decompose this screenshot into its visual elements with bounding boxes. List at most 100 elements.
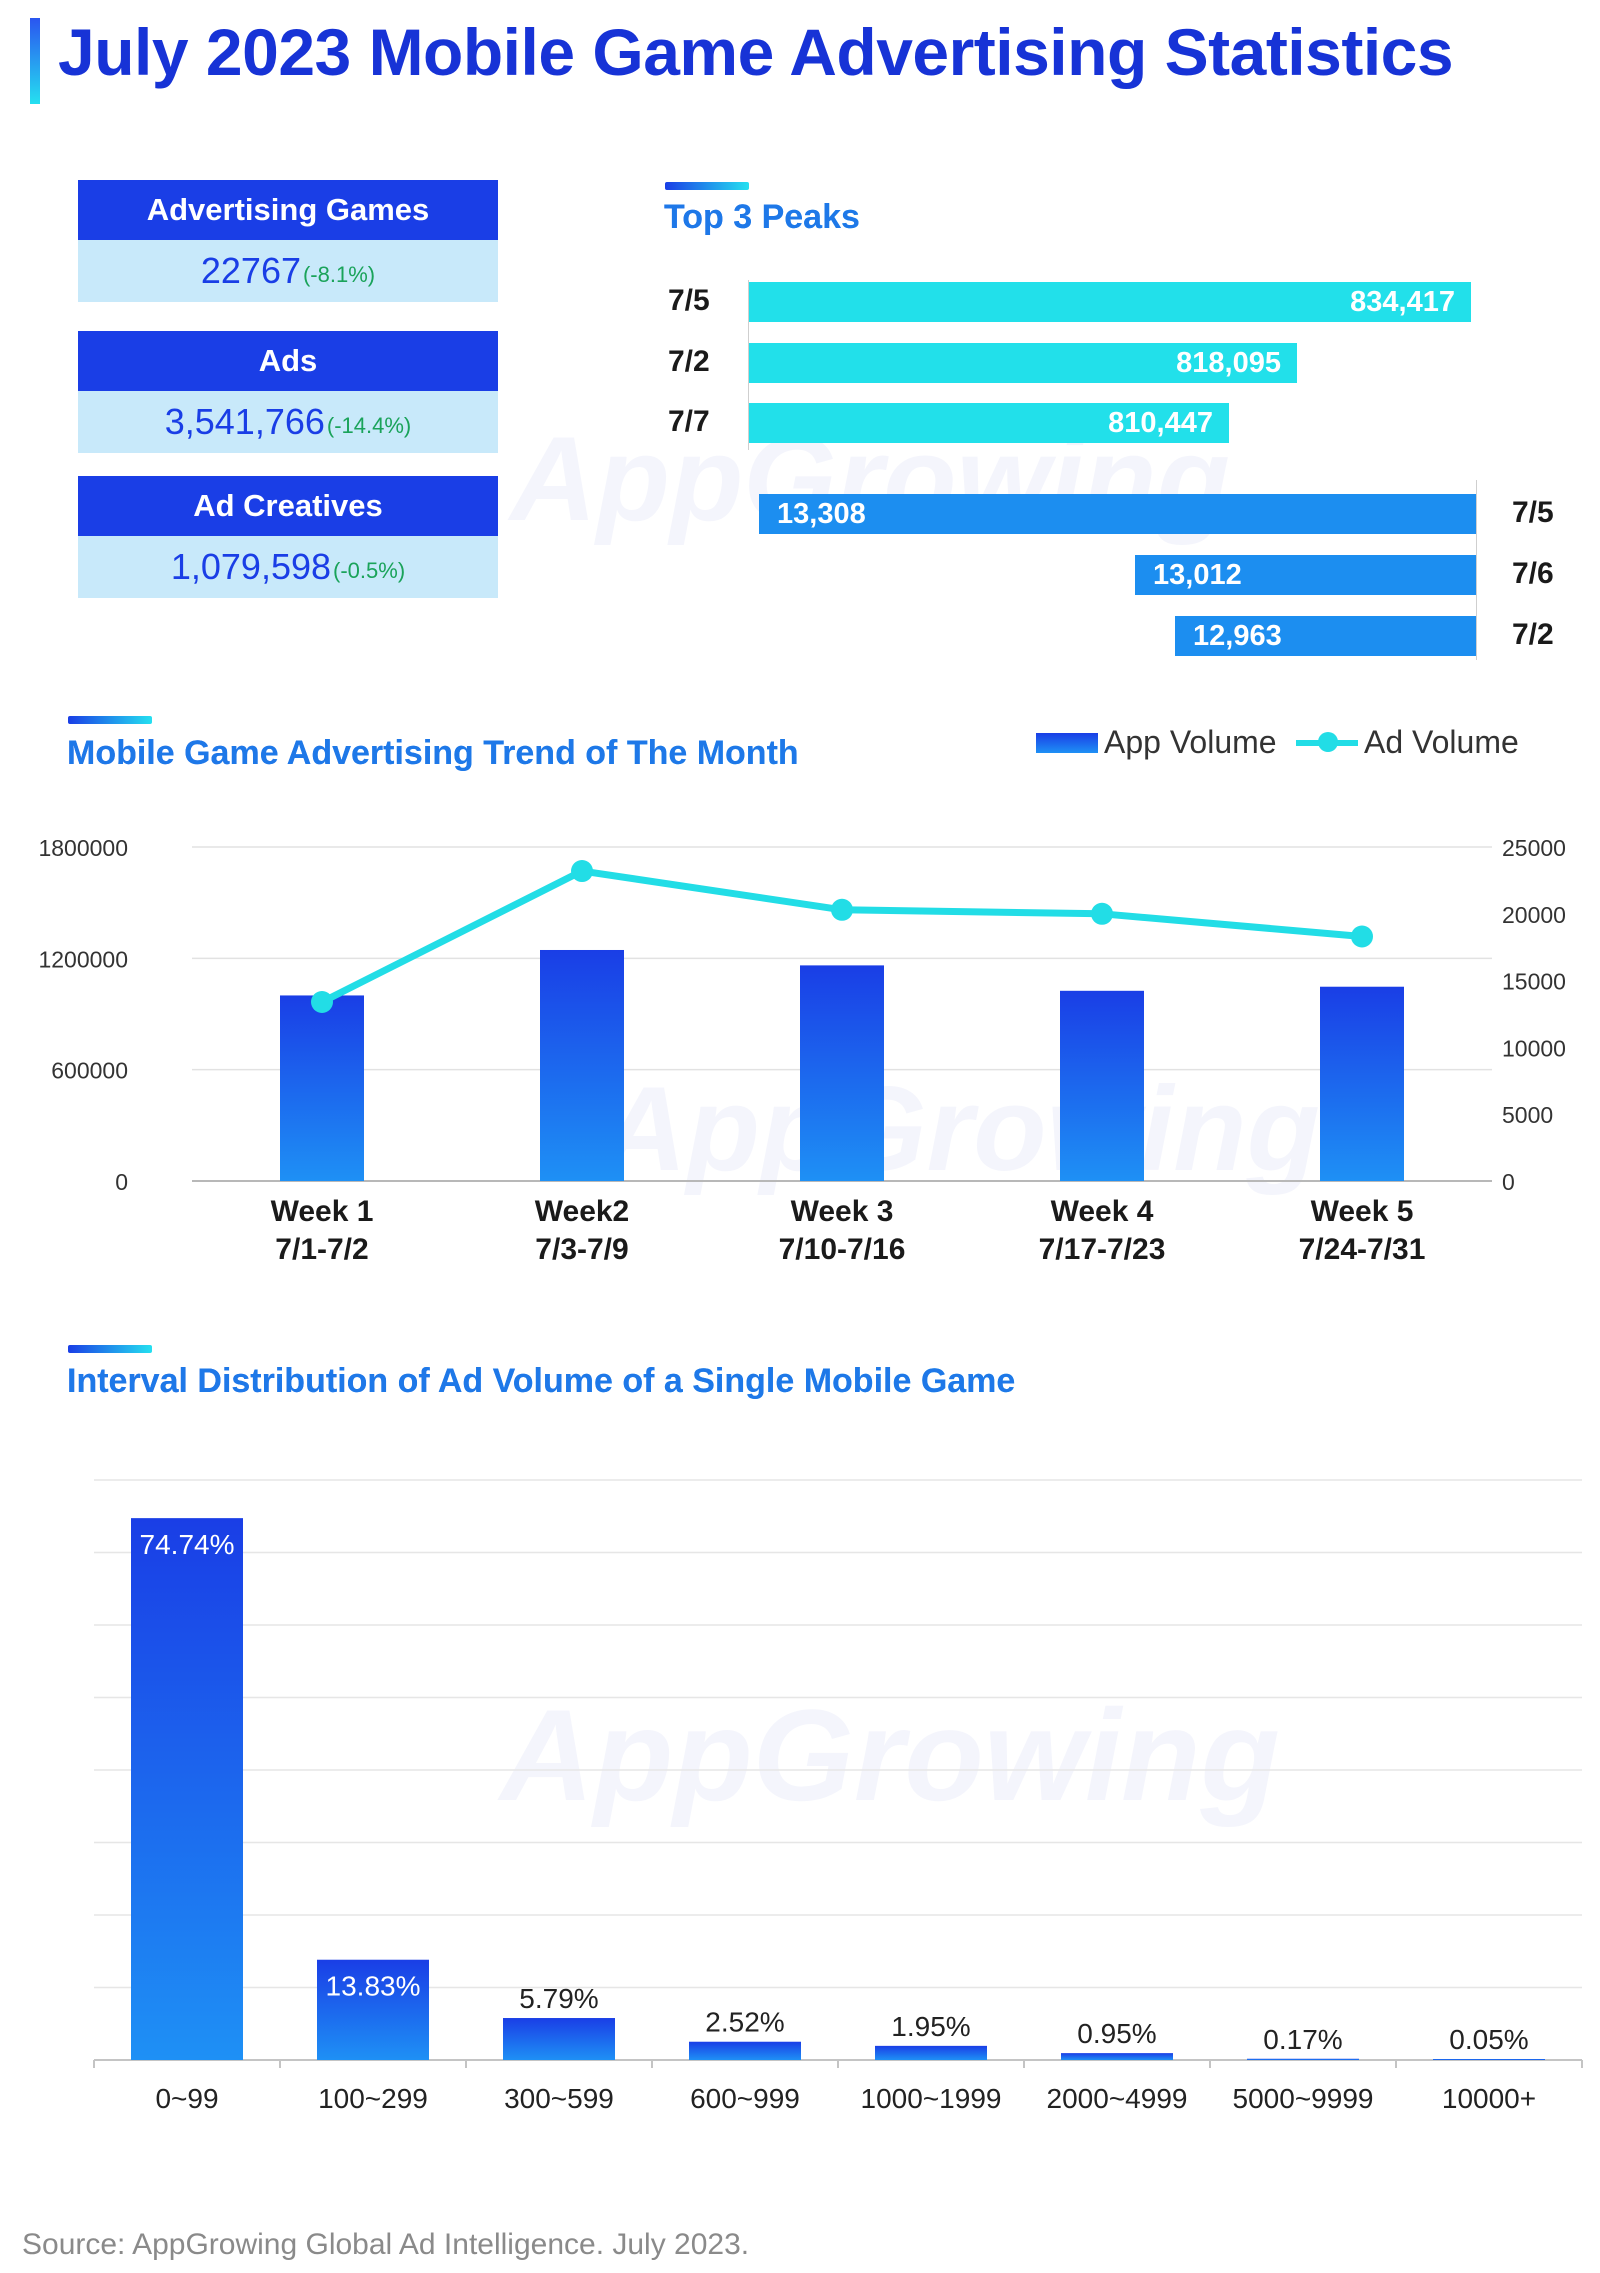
x-tick-label: 300~599	[504, 2083, 614, 2114]
y-right-tick: 25000	[1502, 835, 1566, 861]
stat-card-ads: Ads 3,541,766 (-14.4%)	[78, 331, 498, 453]
legend-swatch-line	[1296, 731, 1358, 752]
stat-value: 1,079,598	[170, 546, 332, 587]
peak-date-label: 7/5	[668, 284, 710, 317]
y-left-tick: 600000	[51, 1058, 128, 1084]
legend-label: Ad Volume	[1364, 724, 1519, 760]
y-right-tick: 0	[1502, 1169, 1515, 1195]
stat-value-row: 3,541,766 (-14.4%)	[78, 391, 498, 453]
x-tick-label: 0~99	[155, 2083, 218, 2114]
peak-date-label: 7/2	[1512, 618, 1554, 651]
stat-change: (-8.1%)	[302, 262, 376, 287]
interval-bar	[131, 1518, 243, 2060]
legend-app-volume: App Volume	[1036, 724, 1277, 761]
stat-label: Ads	[78, 331, 498, 391]
ad-volume-point	[571, 860, 593, 883]
data-label: 74.74%	[140, 1529, 235, 1560]
x-tick-week: Week 4	[1051, 1195, 1154, 1228]
data-label: 1.95%	[891, 2011, 970, 2042]
peak-ads-bar: 834,417	[749, 282, 1471, 322]
app-volume-bar	[1320, 986, 1404, 1181]
ad-volume-point	[831, 898, 853, 921]
legend-label: App Volume	[1104, 724, 1277, 760]
ad-volume-point	[1351, 925, 1373, 948]
ad-volume-point	[311, 990, 333, 1013]
x-tick-label: 10000+	[1442, 2083, 1536, 2114]
legend-ad-volume: Ad Volume	[1296, 724, 1519, 761]
app-volume-bar	[800, 965, 884, 1181]
stat-value-row: 1,079,598 (-0.5%)	[78, 536, 498, 598]
peak-date-label: 7/7	[668, 405, 710, 438]
data-label: 5.79%	[519, 1983, 598, 2014]
stat-change: (-0.5%)	[333, 558, 406, 583]
peak-date-label: 7/6	[1512, 557, 1554, 590]
interval-bar	[317, 1959, 429, 2060]
source-note: Source: AppGrowing Global Ad Intelligenc…	[22, 2228, 750, 2261]
peak-date-label: 7/5	[1512, 496, 1554, 529]
title-accent-bar	[30, 18, 40, 104]
section-accent-bar	[68, 716, 152, 724]
section-accent-bar	[68, 1345, 152, 1353]
data-label: 0.17%	[1263, 2024, 1342, 2055]
app-volume-bar	[280, 995, 364, 1181]
x-tick-week: Week2	[535, 1195, 630, 1228]
app-volume-bar	[540, 949, 624, 1181]
stat-value: 22767	[200, 250, 301, 291]
stat-value-row: 22767 (-8.1%)	[78, 240, 498, 302]
stat-label: Advertising Games	[78, 180, 498, 240]
peak-date-label: 7/2	[668, 345, 710, 378]
stat-card-ad-creatives: Ad Creatives 1,079,598 (-0.5%)	[78, 476, 498, 598]
x-tick-label: 600~999	[690, 2083, 800, 2114]
y-left-tick: 0	[115, 1169, 128, 1195]
x-tick-week: Week 3	[791, 1195, 894, 1228]
interval-bar	[875, 2045, 987, 2060]
data-label: 0.05%	[1449, 2024, 1528, 2055]
data-label: 13.83%	[326, 1971, 421, 2002]
y-left-tick: 1800000	[38, 835, 128, 861]
stat-change: (-14.4%)	[326, 413, 412, 438]
stat-label: Ad Creatives	[78, 476, 498, 536]
y-right-tick: 15000	[1502, 969, 1566, 995]
x-tick-label: 1000~1999	[861, 2083, 1002, 2114]
distribution-chart: 74.74% 0~99 13.83% 100~299 5.79% 300~599 2.52%…	[93, 1479, 1583, 2114]
peaks-title: Top 3 Peaks	[664, 198, 860, 236]
peak-ads-bar: 818,095	[749, 343, 1297, 383]
interval-bar	[503, 2018, 615, 2060]
peak-apps-bar: 13,308	[759, 494, 1476, 534]
x-tick-range: 7/3-7/9	[535, 1233, 628, 1266]
watermark: AppGrowing	[600, 1062, 1320, 1196]
x-tick-range: 7/17-7/23	[1039, 1233, 1166, 1266]
x-tick-range: 7/10-7/16	[779, 1233, 906, 1266]
x-tick-label: 5000~9999	[1233, 2083, 1374, 2114]
x-tick-range: 7/1-7/2	[275, 1233, 368, 1266]
y-right-tick: 5000	[1502, 1102, 1553, 1128]
peak-apps-bar: 12,963	[1175, 616, 1476, 656]
data-label: 0.95%	[1077, 2018, 1156, 2049]
x-tick-label: 2000~4999	[1047, 2083, 1188, 2114]
x-tick-range: 7/24-7/31	[1299, 1233, 1426, 1266]
y-right-tick: 20000	[1502, 902, 1566, 928]
distribution-title: Interval Distribution of Ad Volume of a …	[67, 1362, 1016, 1400]
peak-ads-bar: 810,447	[749, 403, 1229, 443]
interval-bar	[1247, 2058, 1359, 2060]
watermark: AppGrowing	[500, 1682, 1280, 1828]
y-right-tick: 10000	[1502, 1035, 1566, 1061]
peaks-axis-right	[1476, 480, 1477, 660]
app-volume-bar	[1060, 990, 1144, 1181]
section-accent-bar	[665, 182, 749, 190]
peak-apps-bar: 13,012	[1135, 555, 1476, 595]
y-left-tick: 1200000	[38, 946, 128, 972]
page-title: July 2023 Mobile Game Advertising Statis…	[58, 15, 1454, 89]
interval-bar	[1061, 2053, 1173, 2060]
data-label: 2.52%	[705, 2007, 784, 2038]
peaks-axis-left	[748, 280, 749, 450]
trend-title: Mobile Game Advertising Trend of The Mon…	[67, 734, 799, 772]
stat-card-advertising-games: Advertising Games 22767 (-8.1%)	[78, 180, 498, 302]
x-tick-label: 100~299	[318, 2083, 428, 2114]
interval-bar	[689, 2041, 801, 2060]
stat-value: 3,541,766	[164, 401, 325, 442]
ad-volume-point	[1091, 902, 1113, 925]
trend-chart: 0 600000 1200000 1800000 0 5000 10000 15000 2000…	[38, 835, 1566, 1266]
x-tick-week: Week 5	[1311, 1195, 1414, 1228]
legend-swatch-bar	[1036, 732, 1098, 753]
